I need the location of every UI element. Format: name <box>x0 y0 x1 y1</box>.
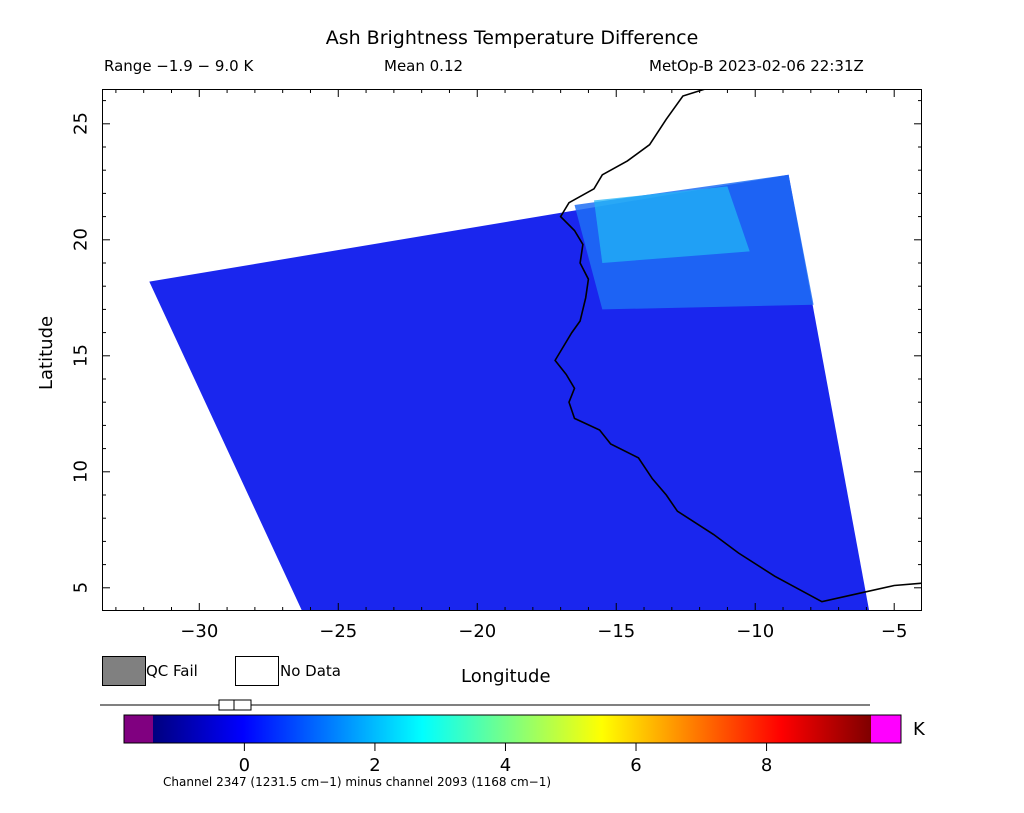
colorbar-tick-label: 6 <box>630 755 641 776</box>
y-axis-label: Latitude <box>36 315 57 390</box>
qc-fail-swatch <box>102 656 146 686</box>
colorbar-over-swatch <box>871 715 901 743</box>
colorbar-caption: Channel 2347 (1231.5 cm−1) minus channel… <box>163 775 552 789</box>
no-data-swatch <box>235 656 279 686</box>
colorbar-unit: K <box>913 719 925 740</box>
x-tick-label: −15 <box>597 621 636 642</box>
x-tick-label: −5 <box>880 621 908 642</box>
coastline-path <box>554 89 922 603</box>
qc-fail-label: QC Fail <box>146 662 198 680</box>
x-tick-label: −10 <box>736 621 775 642</box>
colorbar-tick-label: 2 <box>369 755 380 776</box>
x-tick-label: −30 <box>180 621 219 642</box>
y-tick-label: 10 <box>70 459 92 483</box>
x-axis-label: Longitude <box>461 666 551 687</box>
coastline <box>554 89 922 603</box>
y-tick-label: 25 <box>70 111 92 135</box>
satellite-time: MetOp-B 2023-02-06 22:31Z <box>649 57 864 75</box>
x-tick-label: −20 <box>458 621 497 642</box>
mean-value: Mean 0.12 <box>384 57 464 75</box>
y-tick-label: 5 <box>70 581 92 594</box>
data-swath <box>149 174 870 611</box>
colorbar-under-swatch <box>124 715 153 743</box>
plot-frame <box>102 89 922 611</box>
colorbar-ticks: 0 2 4 6 8 <box>239 743 772 776</box>
no-data-label: No Data <box>280 662 341 680</box>
warm-anomaly-core <box>594 186 750 263</box>
colorbar-frame <box>123 714 902 744</box>
map-plot-area <box>102 89 922 611</box>
colorbar-range-box <box>218 699 252 711</box>
colorbar: 0 2 4 6 8 <box>100 699 902 776</box>
x-tick-label: −25 <box>319 621 358 642</box>
colorbar-tick-label: 0 <box>239 755 250 776</box>
map-title: Ash Brightness Temperature Difference <box>325 27 699 49</box>
colorbar-tick-label: 8 <box>761 755 772 776</box>
colorbar-tick-label: 4 <box>500 755 511 776</box>
y-tick-label: 20 <box>70 227 92 251</box>
colorbar-gradient <box>153 715 871 743</box>
y-tick-label: 15 <box>70 343 92 367</box>
value-range: Range −1.9 − 9.0 K <box>104 57 254 75</box>
